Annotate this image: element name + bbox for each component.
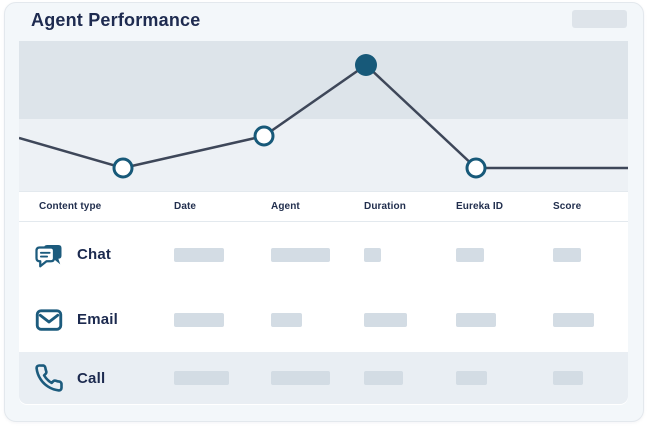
placeholder-bar	[553, 312, 594, 327]
placeholder-bar	[271, 312, 302, 327]
placeholder-bar	[174, 247, 224, 262]
placeholder-bar	[456, 371, 487, 385]
chart-marker-hollow	[465, 157, 487, 179]
table-row-email[interactable]: Email	[19, 287, 628, 352]
placeholder-bar	[553, 247, 581, 262]
header-action-placeholder[interactable]	[572, 10, 627, 28]
chart-line	[19, 63, 628, 170]
chart-marker-hollow	[112, 157, 134, 179]
content-type-cell: Call	[34, 363, 174, 393]
placeholder-bar	[364, 247, 381, 262]
chart-marker-filled	[355, 54, 377, 76]
content-type-cell: Email	[34, 305, 174, 335]
chart-svg	[19, 54, 628, 179]
performance-table: Content type Date Agent Duration Eureka …	[19, 191, 628, 405]
column-header-score: Score	[553, 201, 582, 212]
page-title: Agent Performance	[31, 10, 201, 30]
placeholder-bar	[364, 371, 403, 385]
phone-icon	[34, 363, 64, 393]
agent-performance-card: Agent Performance Content type Date Agen…	[4, 2, 644, 422]
row-label: Call	[77, 369, 106, 387]
placeholder-bar	[553, 371, 583, 385]
placeholder-bar	[271, 247, 330, 262]
table-row-chat[interactable]: Chat	[19, 222, 628, 287]
placeholder-bar	[174, 312, 224, 327]
row-label: Email	[77, 311, 119, 328]
column-header-date: Date	[174, 201, 197, 212]
card-header: Agent Performance	[5, 3, 643, 39]
row-label: Chat	[77, 246, 112, 263]
email-icon	[34, 305, 64, 335]
content-type-cell: Chat	[34, 240, 174, 270]
placeholder-bar	[456, 247, 484, 262]
column-header-eureka-id: Eureka ID	[456, 201, 504, 212]
placeholder-bar	[456, 312, 496, 327]
placeholder-bar	[174, 371, 229, 385]
chat-icon	[34, 240, 64, 270]
placeholder-bar	[364, 312, 407, 327]
performance-chart	[19, 41, 628, 191]
placeholder-bar	[271, 371, 330, 385]
column-header-content-type: Content type	[39, 201, 102, 212]
column-header-duration: Duration	[364, 201, 406, 212]
chart-marker-hollow	[253, 125, 275, 147]
table-header-row: Content type Date Agent Duration Eureka …	[19, 191, 628, 222]
table-row-call[interactable]: Call	[19, 352, 628, 404]
column-header-agent: Agent	[271, 201, 300, 212]
